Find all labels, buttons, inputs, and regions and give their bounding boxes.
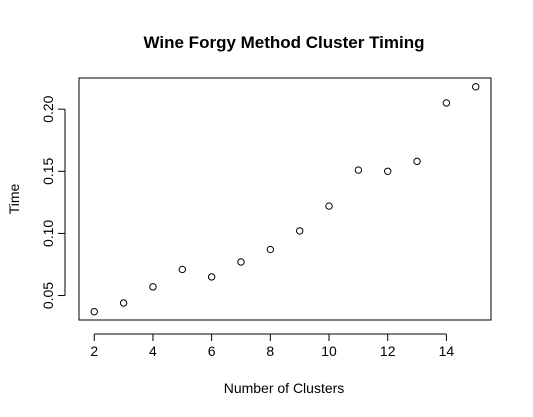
y-axis-label: Time (6, 183, 22, 214)
x-tick-label: 6 (208, 343, 216, 359)
data-point (266, 245, 275, 254)
data-points (90, 83, 480, 316)
plot-frame (78, 77, 492, 321)
x-tick-label: 14 (439, 343, 455, 359)
data-point (442, 99, 451, 107)
y-tick-label: 0.05 (40, 282, 56, 309)
x-tick-label: 4 (149, 343, 157, 359)
data-point (325, 202, 333, 210)
y-tick-label: 0.20 (40, 95, 56, 122)
y-tick-label: 0.15 (40, 157, 56, 184)
x-axis-label: Number of Clusters (224, 380, 345, 396)
x-tick-label: 2 (90, 343, 98, 359)
data-point (413, 157, 421, 166)
x-tick-label: 10 (321, 343, 337, 359)
data-point (90, 307, 98, 316)
data-point (119, 299, 128, 307)
y-tick-label: 0.10 (40, 220, 56, 247)
data-point (178, 265, 186, 274)
data-point (207, 273, 216, 281)
data-point (384, 167, 392, 175)
x-tick-label: 8 (266, 343, 274, 359)
data-point (472, 83, 480, 91)
data-point (237, 258, 245, 266)
x-tick-label: 12 (380, 343, 396, 359)
data-point (149, 283, 157, 291)
chart-title: Wine Forgy Method Cluster Timing (144, 33, 425, 52)
y-axis: 0.05 0.10 0.15 0.20 (40, 95, 66, 309)
data-point (354, 166, 363, 174)
data-point (295, 227, 304, 235)
x-axis: 2 4 6 8 10 12 14 (90, 333, 455, 359)
